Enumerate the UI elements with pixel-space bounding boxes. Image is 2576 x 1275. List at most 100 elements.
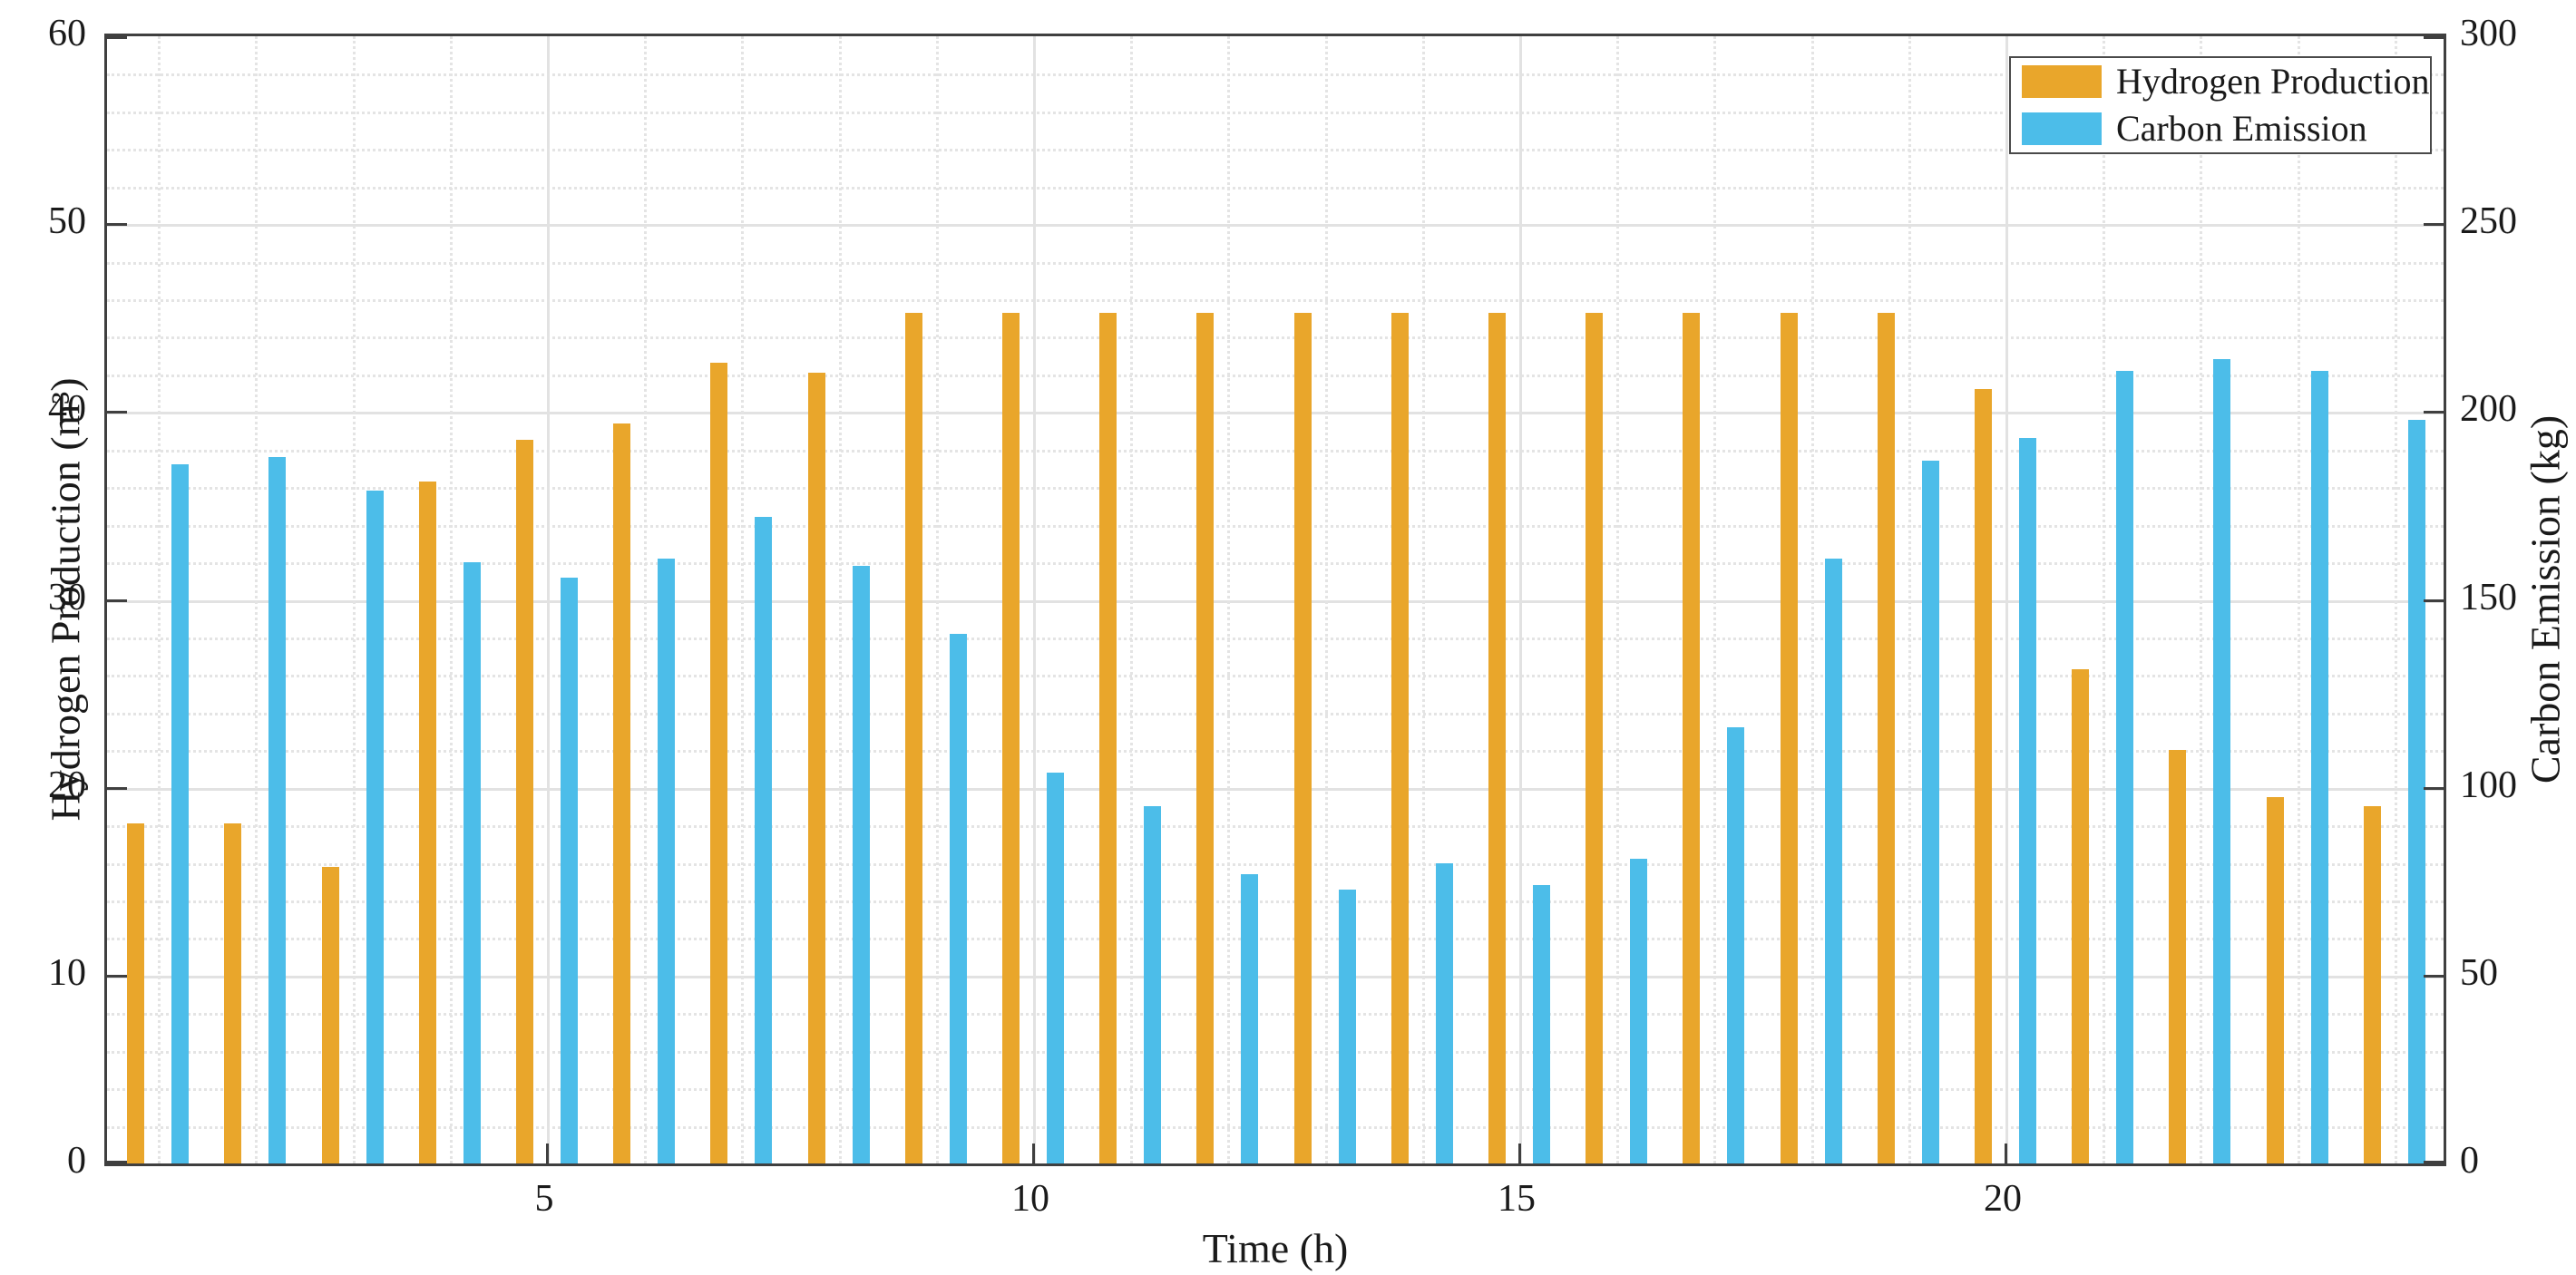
left-y-tick bbox=[107, 223, 127, 227]
x-tick bbox=[1518, 1144, 1521, 1163]
minor-v-gridline bbox=[1713, 36, 1717, 1163]
carbon-bar-h3 bbox=[366, 491, 384, 1163]
right-y-tick-label: 200 bbox=[2460, 388, 2517, 431]
minor-h-gridline bbox=[107, 637, 2444, 640]
right-y-tick bbox=[2424, 786, 2444, 790]
minor-v-gridline bbox=[1421, 36, 1425, 1163]
carbon-bar-h21 bbox=[2116, 370, 2134, 1163]
minor-h-gridline bbox=[107, 261, 2444, 265]
left-y-tick bbox=[107, 36, 127, 39]
right-y-axis-label: Carbon Emission (kg) bbox=[2522, 414, 2569, 784]
hydrogen-bar-h9 bbox=[904, 312, 922, 1163]
minor-h-gridline bbox=[107, 938, 2444, 941]
major-h-gridline bbox=[107, 975, 2444, 978]
hydrogen-legend-swatch bbox=[2022, 65, 2102, 98]
hydrogen-bar-h5 bbox=[516, 440, 533, 1163]
minor-v-gridline bbox=[352, 36, 356, 1163]
minor-h-gridline bbox=[107, 336, 2444, 340]
hydrogen-bar-h10 bbox=[1002, 312, 1020, 1163]
hydrogen-bar-h17 bbox=[1683, 312, 1701, 1163]
carbon-bar-h9 bbox=[949, 633, 967, 1163]
right-y-tick bbox=[2424, 1161, 2444, 1163]
carbon-bar-h2 bbox=[268, 457, 287, 1163]
minor-v-gridline bbox=[1130, 36, 1134, 1163]
minor-h-gridline bbox=[107, 374, 2444, 377]
x-tick bbox=[1032, 1144, 1035, 1163]
carbon-bar-h5 bbox=[561, 577, 578, 1163]
hydrogen-bar-h21 bbox=[2072, 669, 2090, 1163]
hydrogen-bar-h4 bbox=[418, 482, 436, 1163]
minor-h-gridline bbox=[107, 750, 2444, 754]
legend: Hydrogen Production Carbon Emission bbox=[2009, 56, 2432, 154]
minor-h-gridline bbox=[107, 1013, 2444, 1017]
hydrogen-bar-h6 bbox=[613, 423, 631, 1163]
minor-v-gridline bbox=[838, 36, 842, 1163]
right-y-tick bbox=[2424, 411, 2444, 414]
major-v-gridline bbox=[2005, 36, 2008, 1163]
carbon-bar-h1 bbox=[171, 464, 190, 1163]
minor-v-gridline bbox=[1908, 36, 1911, 1163]
hydrogen-bar-h19 bbox=[1877, 312, 1895, 1163]
right-y-tick-label: 250 bbox=[2460, 200, 2517, 243]
hydrogen-bar-h20 bbox=[1975, 389, 1992, 1163]
right-y-tick bbox=[2424, 599, 2444, 602]
minor-v-gridline bbox=[741, 36, 745, 1163]
hydrogen-bar-h22 bbox=[2169, 750, 2187, 1163]
left-y-tick-label: 40 bbox=[48, 388, 86, 431]
carbon-bar-h13 bbox=[1338, 889, 1356, 1163]
minor-h-gridline bbox=[107, 712, 2444, 715]
carbon-bar-h14 bbox=[1435, 862, 1453, 1163]
major-h-gridline bbox=[107, 224, 2444, 228]
carbon-bar-h17 bbox=[1727, 727, 1745, 1163]
right-y-tick bbox=[2424, 36, 2444, 39]
carbon-bar-h20 bbox=[2019, 438, 2036, 1163]
hydrogen-bar-h14 bbox=[1390, 312, 1409, 1163]
carbon-bar-h23 bbox=[2310, 370, 2328, 1163]
left-y-tick bbox=[107, 1161, 127, 1163]
right-y-tick-label: 0 bbox=[2460, 1140, 2479, 1182]
x-tick bbox=[2005, 1144, 2007, 1163]
right-y-tick-label: 100 bbox=[2460, 764, 2517, 806]
minor-v-gridline bbox=[2200, 36, 2203, 1163]
hydrogen-bar-h2 bbox=[224, 823, 242, 1163]
plot-area bbox=[104, 34, 2446, 1166]
x-tick-label: 10 bbox=[1011, 1178, 1049, 1220]
minor-h-gridline bbox=[107, 825, 2444, 829]
left-y-tick bbox=[107, 411, 127, 414]
carbon-bar-h16 bbox=[1630, 859, 1648, 1163]
hydrogen-bar-h23 bbox=[2266, 797, 2284, 1163]
minor-h-gridline bbox=[107, 186, 2444, 190]
carbon-bar-h18 bbox=[1824, 558, 1842, 1163]
carbon-bar-h7 bbox=[755, 517, 773, 1163]
hydrogen-legend-label: Hydrogen Production bbox=[2116, 61, 2430, 102]
hydrogen-bar-h24 bbox=[2363, 806, 2381, 1163]
carbon-legend-label: Carbon Emission bbox=[2116, 108, 2367, 149]
left-y-axis-label: Hydrogen Production (m³) bbox=[42, 377, 89, 822]
left-y-tick-label: 50 bbox=[48, 200, 86, 243]
major-v-gridline bbox=[547, 36, 550, 1163]
major-h-gridline bbox=[107, 599, 2444, 603]
minor-v-gridline bbox=[255, 36, 259, 1163]
hydrogen-bar-h13 bbox=[1293, 312, 1312, 1163]
hydrogen-bar-h7 bbox=[710, 363, 728, 1163]
right-y-tick bbox=[2424, 974, 2444, 978]
minor-h-gridline bbox=[107, 149, 2444, 152]
right-y-tick-label: 300 bbox=[2460, 13, 2517, 54]
x-tick-label: 5 bbox=[534, 1178, 554, 1220]
carbon-bar-h10 bbox=[1047, 773, 1064, 1163]
hydrogen-bar-h12 bbox=[1196, 312, 1215, 1163]
carbon-bar-h19 bbox=[1921, 461, 1939, 1163]
carbon-bar-h8 bbox=[852, 566, 870, 1163]
minor-h-gridline bbox=[107, 111, 2444, 114]
x-tick bbox=[546, 1144, 549, 1163]
hydrogen-bar-h3 bbox=[321, 866, 339, 1163]
minor-h-gridline bbox=[107, 1125, 2444, 1129]
minor-v-gridline bbox=[158, 36, 161, 1163]
carbon-bar-h6 bbox=[658, 558, 676, 1163]
hydrogen-bar-h18 bbox=[1780, 312, 1798, 1163]
right-y-tick bbox=[2424, 223, 2444, 227]
hydrogen-bar-h16 bbox=[1586, 312, 1604, 1163]
minor-h-gridline bbox=[107, 675, 2444, 678]
carbon-bar-h12 bbox=[1241, 873, 1259, 1163]
minor-v-gridline bbox=[1227, 36, 1231, 1163]
